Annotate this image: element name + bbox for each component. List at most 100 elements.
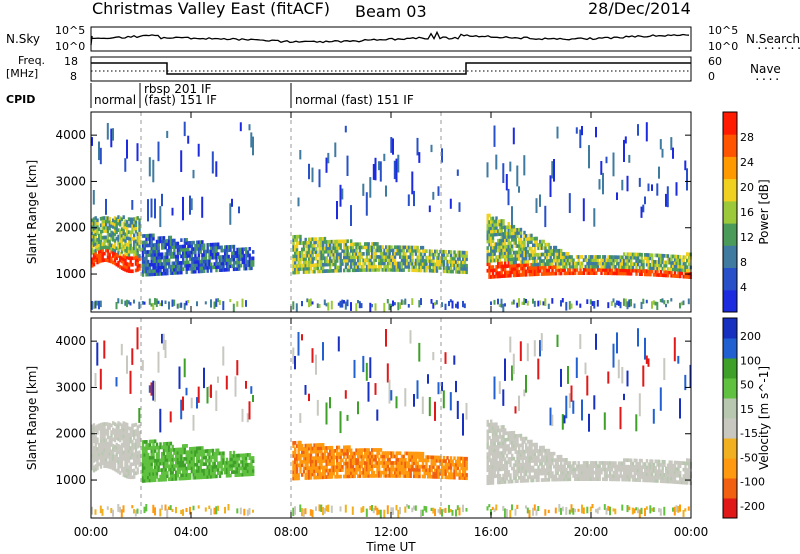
power-scatter-echo <box>616 192 618 200</box>
power-pixel <box>155 239 159 244</box>
vel-pixel <box>113 454 117 459</box>
vel-pixel <box>519 443 523 448</box>
vel-pixel <box>166 471 169 475</box>
vel-pixel <box>327 471 330 476</box>
vel-pixel <box>134 442 138 446</box>
power-pixel <box>516 273 519 277</box>
power-pixel <box>486 213 489 218</box>
vel-pixel <box>497 464 500 469</box>
vel-pixel <box>407 458 411 462</box>
power-pixel <box>532 262 535 267</box>
power-pixel <box>105 219 108 224</box>
vel-pixel <box>497 428 500 433</box>
power-pixel <box>446 259 449 264</box>
power-pixel <box>175 267 178 272</box>
power-pixel <box>112 244 115 249</box>
vel-pixel <box>458 463 461 467</box>
power-pixel <box>157 242 160 247</box>
vel-pixel <box>507 479 510 484</box>
vel-pixel <box>159 461 162 466</box>
power-pixel <box>329 259 332 264</box>
power-pixel <box>92 236 96 241</box>
power-pixel <box>295 244 299 249</box>
power-pixel <box>525 237 528 241</box>
power-pixel <box>344 252 348 257</box>
vel-pixel <box>101 458 104 462</box>
vel-pixel <box>413 467 416 472</box>
power-scatter-echo <box>411 171 414 195</box>
power-pixel <box>621 271 624 276</box>
power-pixel <box>105 238 108 243</box>
vel-pixel <box>295 463 299 468</box>
power-pixel <box>318 259 321 264</box>
power-pixel <box>390 261 393 266</box>
vel-pixel <box>234 460 237 465</box>
vel-pixel <box>92 423 96 427</box>
power-pixel <box>108 226 111 231</box>
power-pixel <box>101 245 104 250</box>
power-pixel <box>682 255 685 259</box>
vel-scatter-echo <box>148 385 151 393</box>
vel-pixel <box>311 469 314 474</box>
vel-pixel <box>136 438 139 442</box>
vel-pixel <box>141 479 145 483</box>
vel-pixel <box>463 460 467 464</box>
power-pixel <box>444 256 447 261</box>
power-pixel <box>409 245 412 250</box>
vel-pixel <box>92 436 96 440</box>
vel-pixel <box>218 461 222 465</box>
power-pixel <box>551 252 554 257</box>
vel-pixel <box>414 455 418 459</box>
vel-pixel <box>143 446 146 451</box>
power-pixel <box>619 268 622 273</box>
vel-pixel <box>164 448 167 453</box>
power-pixel <box>304 270 307 274</box>
vel-ground-echo <box>448 504 450 513</box>
vel-pixel <box>131 446 134 450</box>
vel-pixel <box>505 444 509 448</box>
power-scatter-echo <box>626 175 629 192</box>
power-pixel <box>385 248 388 253</box>
power-pixel <box>166 268 169 272</box>
power-pixel <box>451 269 454 274</box>
power-pixel <box>348 255 351 260</box>
power-pixel <box>301 267 304 271</box>
power-pixel <box>409 261 412 266</box>
vel-pixel <box>397 461 400 465</box>
power-pixel <box>306 244 309 248</box>
vel-pixel <box>206 458 209 463</box>
vel-pixel <box>325 459 328 463</box>
power-pixel <box>238 263 241 268</box>
power-pixel <box>537 272 540 276</box>
vel-pixel <box>136 454 139 459</box>
vel-scatter-echo <box>376 409 379 421</box>
vel-pixel <box>488 478 491 482</box>
vel-pixel <box>386 457 390 462</box>
power-pixel <box>651 259 654 264</box>
vel-pixel <box>224 464 227 468</box>
power-pixel <box>504 225 507 230</box>
power-pixel <box>383 248 386 253</box>
power-pixel <box>687 255 691 260</box>
vel-pixel <box>495 428 498 433</box>
vel-pixel <box>98 449 101 454</box>
power-pixel <box>372 255 376 259</box>
power-pixel <box>574 271 577 275</box>
power-pixel <box>297 254 300 258</box>
power-pixel <box>341 249 344 253</box>
power-pixel <box>110 230 113 235</box>
power-pixel <box>581 255 584 259</box>
power-pixel <box>126 229 129 234</box>
vel-pixel <box>383 470 386 475</box>
power-pixel <box>133 217 136 221</box>
vel-pixel <box>187 473 190 477</box>
power-pixel <box>126 255 129 260</box>
power-pixel <box>553 271 556 276</box>
vel-pixel <box>400 457 404 462</box>
vel-pixel <box>455 459 458 464</box>
vel-pixel <box>143 453 146 457</box>
vel-pixel <box>518 463 521 467</box>
plot-title: Christmas Valley East (fitACF) <box>92 0 330 18</box>
power-scatter-echo <box>670 137 673 151</box>
